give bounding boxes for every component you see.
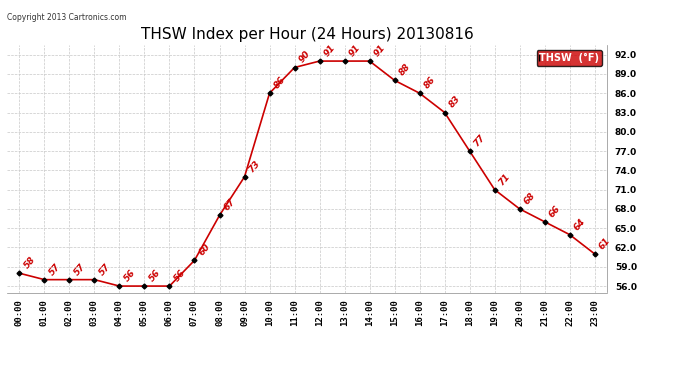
Text: 86: 86	[422, 75, 437, 90]
Text: 68: 68	[522, 191, 538, 206]
Text: 64: 64	[573, 216, 587, 232]
Text: 57: 57	[97, 261, 112, 277]
Legend: THSW  (°F): THSW (°F)	[537, 50, 602, 66]
Text: 57: 57	[72, 261, 87, 277]
Text: 71: 71	[497, 171, 513, 187]
Text: 77: 77	[473, 133, 487, 148]
Text: 67: 67	[222, 197, 237, 213]
Text: 56: 56	[147, 268, 162, 283]
Text: 86: 86	[273, 75, 287, 90]
Title: THSW Index per Hour (24 Hours) 20130816: THSW Index per Hour (24 Hours) 20130816	[141, 27, 473, 42]
Text: 61: 61	[598, 236, 613, 251]
Text: Copyright 2013 Cartronics.com: Copyright 2013 Cartronics.com	[7, 13, 126, 22]
Text: 90: 90	[297, 50, 313, 65]
Text: 56: 56	[122, 268, 137, 283]
Text: 66: 66	[547, 204, 562, 219]
Text: 91: 91	[322, 43, 337, 58]
Text: 88: 88	[397, 62, 413, 78]
Text: 83: 83	[447, 94, 462, 110]
Text: 60: 60	[197, 242, 213, 258]
Text: 57: 57	[47, 261, 62, 277]
Text: 91: 91	[373, 43, 387, 58]
Text: 73: 73	[247, 159, 262, 174]
Text: 58: 58	[22, 255, 37, 270]
Text: 56: 56	[172, 268, 187, 283]
Text: 91: 91	[347, 43, 362, 58]
